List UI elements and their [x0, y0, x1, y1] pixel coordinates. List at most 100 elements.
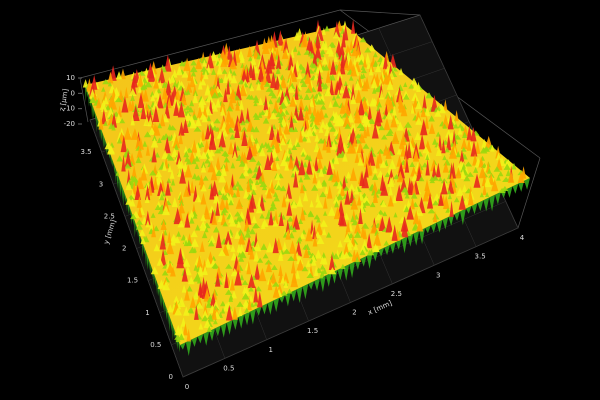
surface-peak: [194, 163, 200, 169]
surface-peak: [207, 313, 214, 320]
surface-peak: [161, 149, 169, 160]
surface-peak: [443, 195, 450, 209]
surface-peak: [279, 157, 288, 167]
surface-peak: [314, 265, 319, 276]
surface-peak: [256, 291, 263, 308]
surface-peak: [313, 72, 319, 81]
surface-peak: [149, 170, 157, 176]
surface-peak: [312, 233, 318, 247]
surface-peak: [301, 136, 308, 142]
surface-peak: [247, 273, 256, 289]
surface-peak: [135, 223, 144, 230]
surface-peak: [156, 94, 164, 109]
surface-peak: [241, 151, 248, 164]
surface-peak: [332, 100, 340, 107]
surface-peak: [170, 235, 176, 246]
surface-peak: [250, 56, 257, 65]
surface-peak: [170, 265, 176, 277]
surface-peak: [173, 295, 180, 303]
surface-peak: [200, 161, 207, 168]
surface-peak: [382, 53, 389, 70]
surface-peak: [304, 61, 311, 78]
surface-peak: [204, 148, 212, 157]
surface-peak: [384, 172, 391, 178]
surface-peak: [300, 182, 305, 194]
x-tick-label: 1.5: [307, 327, 318, 335]
surface-peak: [335, 152, 344, 158]
surface-peak: [466, 171, 474, 177]
surface-peak: [191, 157, 197, 165]
surface-peak: [339, 101, 346, 114]
surface-peak: [115, 113, 122, 124]
z-tick-label: -20: [64, 120, 75, 128]
surface-peak: [352, 134, 358, 147]
surface-peak: [111, 123, 116, 131]
surface-peak: [194, 116, 202, 127]
surface-peak: [467, 191, 474, 206]
surface-peak: [387, 195, 394, 207]
surface-peak: [458, 162, 463, 171]
surface-peak: [183, 239, 189, 247]
surface-skirt: [366, 253, 373, 269]
surface-peak: [182, 118, 189, 134]
surface-peak: [187, 106, 194, 113]
surface-peak: [309, 93, 316, 99]
surface-peak: [359, 249, 366, 256]
surface-peak: [424, 106, 431, 117]
surface-peak: [165, 180, 171, 196]
surface-peak: [300, 66, 307, 74]
surface-peak: [495, 157, 503, 171]
surface-peak: [316, 157, 323, 170]
surface-peak: [161, 81, 167, 88]
surface-peak: [220, 300, 226, 307]
surface-peak: [328, 47, 334, 57]
surface-peak: [135, 219, 144, 225]
surface-skirt: [483, 197, 490, 212]
surface-peak: [172, 135, 181, 149]
surface-peak: [178, 132, 184, 145]
surface-skirt: [100, 128, 103, 142]
surface-peak: [290, 172, 296, 178]
surface-peak: [357, 156, 364, 166]
surface-peak: [354, 80, 362, 91]
surface-skirt: [290, 289, 297, 302]
surface-peak: [350, 93, 357, 105]
surface-peak: [380, 180, 389, 196]
surface-peak: [321, 228, 327, 236]
surface-peak: [378, 216, 386, 231]
surface-peak: [381, 134, 388, 140]
surface-peak: [323, 196, 328, 209]
surface-peak: [203, 302, 208, 316]
surface-peak: [415, 205, 424, 216]
surface-peak: [315, 192, 320, 203]
surface-peak: [385, 216, 393, 233]
surface-peak: [193, 126, 202, 132]
surface-peak: [344, 123, 351, 129]
surface-peak: [328, 267, 337, 275]
surface-peak: [205, 302, 213, 308]
surface-peak: [229, 278, 235, 291]
surface-peak: [300, 81, 308, 87]
surface-peak: [410, 196, 415, 210]
surface-peak: [305, 87, 312, 93]
surface-peak: [152, 135, 158, 141]
surface-peak: [140, 166, 148, 181]
surface-skirt: [168, 314, 171, 332]
surface-peak: [173, 236, 181, 244]
surface-peak: [182, 258, 191, 267]
surface-peak: [158, 79, 163, 89]
surface-peak: [144, 195, 150, 203]
surface-peak: [185, 158, 192, 165]
surface-peak: [169, 74, 176, 83]
surface-peak: [101, 102, 108, 113]
surface-peak: [301, 266, 309, 272]
surface-peak: [364, 155, 370, 168]
surface-peak: [235, 215, 242, 223]
surface-peak: [214, 148, 222, 154]
surface-peak: [176, 65, 183, 76]
surface-peak: [226, 193, 235, 204]
surface-skirt: [140, 236, 142, 246]
surface-skirt: [390, 242, 396, 254]
surface-peak: [181, 267, 188, 282]
surface-skirt: [157, 284, 160, 297]
